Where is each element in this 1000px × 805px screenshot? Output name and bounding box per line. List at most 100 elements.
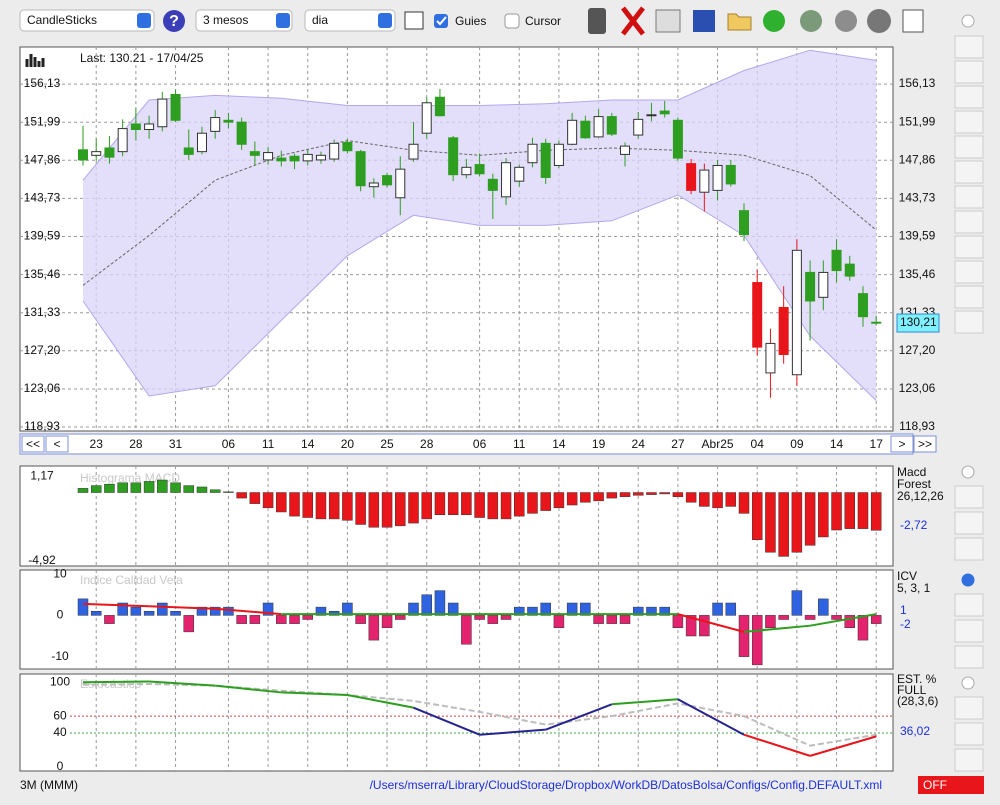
tool-button[interactable] [954,645,984,669]
nav-button[interactable] [913,435,937,453]
tool-button[interactable] [954,537,984,561]
tool-button[interactable] [954,135,984,159]
tool-button[interactable] [954,260,984,284]
macd-bar [751,492,763,540]
candle-body [725,164,736,185]
type-select[interactable] [19,9,155,32]
macd-bar [804,492,816,546]
print-icon[interactable] [655,9,681,33]
select-arrow [137,13,151,28]
state-box[interactable] [918,776,984,794]
help-button[interactable] [163,10,185,32]
period-select[interactable] [195,9,293,32]
config-path[interactable]: /Users/mserra/Library/CloudStorage/Dropb… [370,778,882,792]
refresh-icon[interactable] [763,10,785,32]
chart-icon[interactable] [404,11,424,30]
candle-body [805,271,816,302]
sync-icon[interactable] [800,10,822,32]
settings-icon[interactable] [867,9,891,33]
tool-button[interactable] [954,511,984,535]
tool-button[interactable] [954,60,984,84]
macd-bar [342,492,353,521]
icv-bar [593,615,604,624]
open-icon[interactable] [727,13,752,31]
macd-bar [408,492,419,524]
date-label: 14 [301,437,315,451]
tool-button[interactable] [954,593,984,617]
stoch-k [215,684,282,694]
tool-button[interactable] [954,619,984,643]
icv-bar [857,615,869,641]
trash-icon[interactable] [588,8,606,34]
tool-button[interactable] [954,185,984,209]
icv-bar [381,615,393,628]
nav-button[interactable] [890,435,914,453]
candle-body [421,102,432,134]
candle-body [553,143,564,166]
calendar-icon[interactable] [902,9,924,33]
icv-line [743,624,811,633]
tool-button[interactable] [954,722,984,746]
select-arrow [378,13,392,28]
tool-button[interactable] [954,210,984,234]
macd-bar [170,482,181,493]
tool-button[interactable] [954,110,984,134]
macd-bar [130,482,142,493]
last-label: Last: 130.21 - 17/04/25 [80,51,204,65]
macd-bar [328,492,340,520]
price-box-text: 130,21 [900,315,937,329]
guides-checkbox[interactable] [434,14,448,28]
tool-button[interactable] [954,485,984,509]
macd-bar [381,492,393,528]
stoch-k [149,680,216,687]
radio[interactable] [961,676,975,690]
icv-bar [566,602,578,616]
y-tick-label: 131,33 [24,305,61,319]
tool-button[interactable] [954,310,984,334]
macd-bar [249,492,261,504]
radio[interactable] [961,573,975,587]
tool-button[interactable] [954,85,984,109]
macd-bar [646,492,657,495]
candle-body [857,293,868,318]
candle-body [871,321,882,324]
date-label: 14 [552,437,566,451]
date-label: 06 [473,437,487,451]
candle-body [130,123,141,131]
icv-bar [130,606,142,616]
y-tick-label: -4,92 [28,553,56,567]
candle-body [157,98,168,128]
macd-bar [104,483,115,493]
nav-button[interactable] [21,435,45,453]
tool-button[interactable] [954,235,984,259]
macd-bar [857,492,869,529]
tool-button[interactable] [954,748,984,772]
y-tick-label: 156,13 [899,76,936,90]
icv-bar [461,615,472,645]
icv-bar [580,602,591,616]
euro-icon[interactable] [835,10,857,32]
candle-body [686,163,697,191]
icv-bar [778,615,789,620]
delete-icon[interactable] [621,6,645,36]
date-label: 09 [790,437,804,451]
cursor-checkbox[interactable] [504,13,520,29]
radio[interactable] [961,14,975,28]
macd-bar [461,492,472,515]
date-label: 11 [513,437,526,451]
stoch-d [82,682,877,747]
tool-button[interactable] [954,160,984,184]
interval-select[interactable] [304,9,396,32]
tool-button[interactable] [954,35,984,59]
macd-bar [818,492,829,538]
nav-button[interactable] [45,435,69,453]
radio[interactable] [961,465,975,479]
macd-bar [870,492,882,531]
candle-body [844,263,855,277]
tool-button[interactable] [954,696,984,720]
candle-body [580,120,591,139]
candle-body [408,143,419,160]
tool-button[interactable] [954,285,984,309]
save-icon[interactable] [693,10,715,32]
